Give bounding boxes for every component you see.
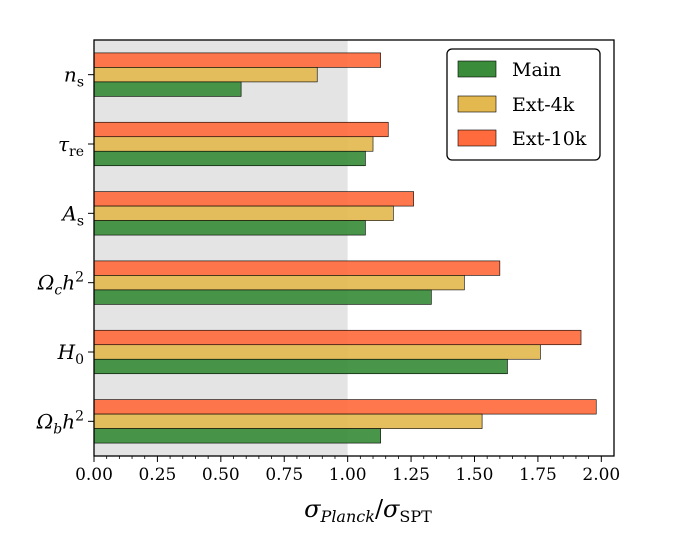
category-sub: 0	[75, 352, 84, 368]
legend-swatch-main	[457, 60, 497, 78]
x-tick-label-0: 0.00	[75, 465, 113, 485]
shaded-region	[94, 40, 348, 456]
category-sub: re	[69, 144, 84, 160]
x-tick-label-4: 1.00	[329, 465, 367, 485]
bar-ext-10k-2	[93, 191, 414, 207]
category-sup: 2	[75, 270, 84, 286]
category-label-3: Ωch2	[37, 270, 84, 299]
category-sub: s	[77, 213, 84, 229]
category-sub: b	[53, 421, 62, 437]
x-tick-label-2: 0.50	[202, 465, 240, 485]
x-axis-sigma2: σ	[383, 495, 400, 523]
bar-ext-4k-5	[93, 413, 483, 429]
x-axis-label: σPlanck/σSPT	[304, 495, 432, 526]
category-main: Ω	[36, 409, 54, 433]
x-tick-label-1: 0.25	[138, 465, 176, 485]
category-mid: h	[62, 271, 75, 295]
bar-ext-4k-0	[93, 67, 318, 83]
bar-ext-4k-3	[93, 275, 465, 291]
category-sub: c	[54, 283, 62, 299]
legend-swatch-ext-10k	[457, 129, 497, 147]
x-tick-label-5: 1.25	[392, 465, 430, 485]
category-label-0: ns	[64, 63, 84, 91]
category-main: τ	[58, 132, 70, 156]
plot-frame	[93, 39, 615, 457]
category-label-1: τre	[58, 132, 84, 160]
category-label-4: H0	[57, 340, 84, 368]
x-tick-label-3: 0.75	[265, 465, 303, 485]
bar-main-5	[93, 428, 381, 444]
x-tick-label-7: 1.75	[519, 465, 557, 485]
category-main: Ω	[37, 271, 55, 295]
category-main: n	[64, 63, 77, 87]
bar-main-3	[93, 289, 432, 305]
bar-ext-4k-2	[93, 205, 394, 221]
category-main: A	[60, 201, 76, 225]
bar-main-0	[93, 81, 242, 97]
ticks-layer: 0.00 0.25 0.50 0.75 1.00 1.25 1.50 1.75 2.00	[75, 456, 620, 485]
x-axis-slash: /	[375, 495, 384, 523]
x-axis-sigma: σ	[304, 495, 321, 523]
bar-ext-4k-1	[93, 136, 374, 152]
bar-ext-10k-0	[93, 52, 381, 68]
category-label-5: Ωbh2	[36, 408, 84, 437]
legend-label-ext-10k: Ext-10k	[512, 128, 587, 150]
bar-ext-4k-4	[93, 344, 541, 360]
category-mid: h	[62, 409, 75, 433]
legend: Main Ext-4k Ext-10k	[446, 48, 601, 161]
bar-ext-10k-4	[93, 329, 582, 346]
legend-label-main: Main	[512, 59, 561, 81]
category-sub: s	[77, 75, 84, 91]
bar-ext-10k-3	[93, 260, 501, 276]
bar-main-4	[93, 358, 508, 375]
x-axis-sub1: Planck	[320, 507, 375, 526]
legend-swatch-ext-4k	[457, 95, 497, 113]
category-sup: 2	[75, 408, 84, 424]
legend-label-ext-4k: Ext-4k	[512, 94, 575, 116]
bar-main-2	[93, 220, 366, 236]
x-tick-label-8: 2.00	[582, 465, 620, 485]
bar-ext-10k-1	[93, 121, 389, 138]
shaded-region-layer	[94, 40, 348, 456]
bar-ext-10k-5	[93, 399, 597, 415]
bar-main-1	[93, 150, 366, 167]
x-axis-sub2: SPT	[399, 507, 432, 526]
category-main: H	[57, 340, 76, 364]
category-label-2: As	[60, 201, 84, 229]
x-tick-label-6: 1.50	[456, 465, 494, 485]
